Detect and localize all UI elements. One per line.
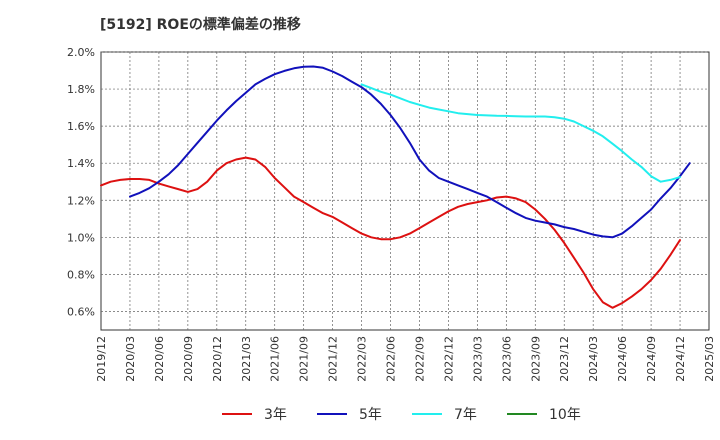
series-lines	[100, 65, 691, 309]
x-tick-label: 2023/06	[500, 336, 513, 382]
x-tick-label: 2023/09	[529, 336, 542, 382]
x-tick-label: 2023/12	[558, 336, 571, 382]
series-line-2	[360, 83, 681, 183]
legend: 3年 5年 7年 10年	[222, 407, 581, 423]
x-tick-label: 2022/09	[413, 336, 426, 382]
x-tick-label: 2022/03	[356, 336, 369, 382]
chart-title: [5192] ROEの標準偏差の推移	[100, 17, 301, 33]
y-tick-label: 1.8%	[67, 83, 95, 96]
y-tick-label: 1.2%	[67, 194, 95, 207]
y-tick-label: 1.0%	[67, 231, 95, 244]
legend-label: 3年	[264, 407, 287, 423]
x-tick-label: 2021/06	[269, 336, 282, 382]
x-tick-label: 2020/03	[124, 336, 137, 382]
legend-label: 10年	[549, 407, 581, 423]
x-tick-label: 2020/06	[153, 336, 166, 382]
y-tick-label: 0.6%	[67, 305, 95, 318]
y-axis-ticks: 0.6% 0.8% 1.0% 1.2% 1.4% 1.6% 1.8% 2.0%	[67, 46, 95, 318]
x-tick-label: 2022/12	[442, 336, 455, 382]
x-tick-label: 2024/03	[587, 336, 600, 382]
y-tick-label: 1.4%	[67, 157, 95, 170]
series-line-1	[129, 65, 691, 239]
legend-label: 5年	[359, 407, 382, 423]
x-tick-label: 2024/09	[645, 336, 658, 382]
x-tick-label: 2023/03	[471, 336, 484, 382]
y-tick-label: 2.0%	[67, 46, 95, 59]
x-tick-label: 2021/09	[298, 336, 311, 382]
x-tick-label: 2021/12	[327, 336, 340, 382]
x-tick-label: 2019/12	[95, 336, 108, 382]
x-tick-label: 2020/09	[182, 336, 195, 382]
y-tick-label: 0.8%	[67, 268, 95, 281]
x-tick-label: 2021/03	[240, 336, 253, 382]
x-axis-ticks: 2019/12 2020/03 2020/06 2020/09 2020/12 2021/…	[95, 336, 716, 382]
gridlines	[101, 51, 709, 330]
x-tick-label: 2022/06	[385, 336, 398, 382]
series-line-0	[100, 156, 681, 309]
y-tick-label: 1.6%	[67, 120, 95, 133]
x-tick-label: 2025/03	[703, 336, 716, 382]
x-tick-label: 2024/12	[674, 336, 687, 382]
legend-label: 7年	[454, 407, 477, 423]
x-tick-label: 2024/06	[616, 336, 629, 382]
x-tick-label: 2020/12	[211, 336, 224, 382]
plot-area	[100, 51, 710, 331]
